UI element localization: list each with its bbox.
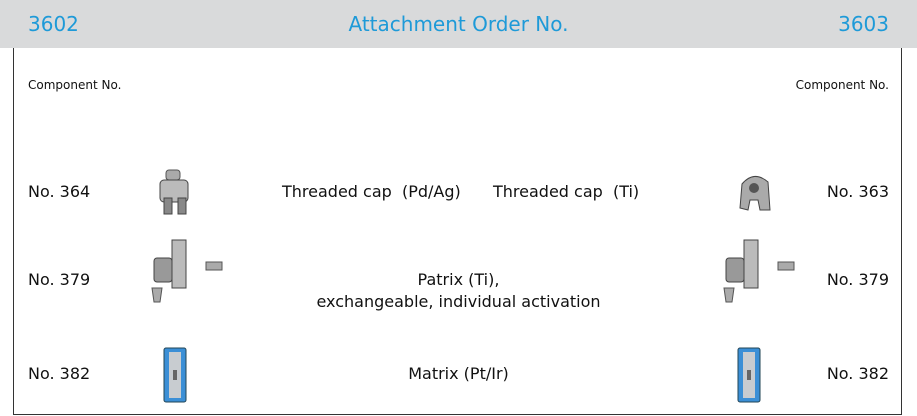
description: Matrix (Pt/Ir) [408,364,509,383]
left-column-label: Component No. [28,78,122,92]
description: exchangeable, individual activation [316,292,601,311]
right-component-no: No. 363 [826,182,889,201]
header-bar: 3602 Attachment Order No. 3603 [0,0,917,48]
description: Threaded cap (Ti) [493,182,640,201]
description: Threaded cap (Pd/Ag) [282,182,461,201]
header-title: Attachment Order No. [348,12,569,36]
right-order-no: 3603 [838,12,889,36]
patrix-image [151,239,223,303]
patrix-image [723,239,795,303]
description: Patrix (Ti), [417,270,500,289]
threaded-cap-image [739,176,771,211]
left-order-no: 3602 [28,12,79,36]
right-component-no: No. 379 [826,270,889,289]
matrix-image [737,347,761,403]
threaded-cap-image [159,169,189,215]
right-column-label: Component No. [795,78,889,92]
right-component-no: No. 382 [826,364,889,383]
left-component-no: No. 382 [28,364,91,383]
matrix-image [163,347,187,403]
table-frame [13,48,902,415]
left-component-no: No. 379 [28,270,91,289]
left-component-no: No. 364 [28,182,91,201]
